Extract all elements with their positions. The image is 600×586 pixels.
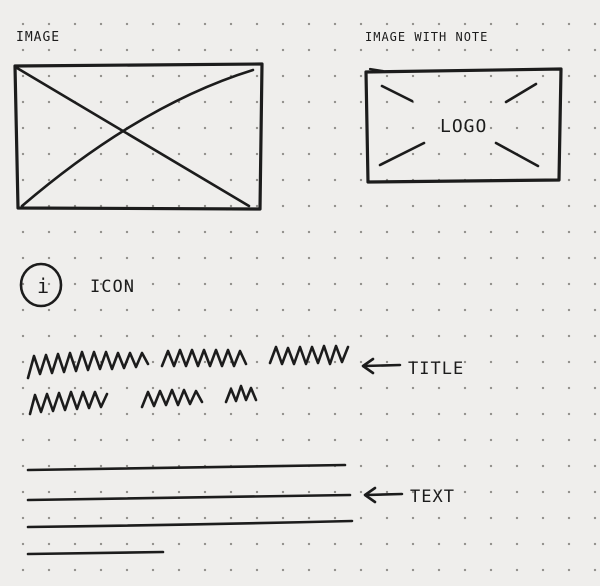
title-squiggle-line1-a	[26, 350, 150, 380]
text-line-4	[26, 550, 165, 556]
title-arrow-shaft	[362, 363, 402, 368]
title-squiggle-line2-b	[140, 388, 204, 409]
left-arrow-icon	[363, 486, 404, 504]
text-line-2	[26, 493, 352, 502]
info-circle-icon: i	[19, 262, 63, 308]
title-block	[26, 344, 350, 416]
title-arrow-head	[361, 357, 375, 375]
logo-label: LOGO	[440, 116, 487, 137]
title-squiggle-line1-c	[268, 344, 350, 366]
left-arrow-icon	[361, 357, 402, 375]
image-with-note-corner-mark	[368, 67, 385, 73]
info-circle-outline	[19, 262, 63, 308]
image-with-note-placeholder: IMAGE WITH NOTE LOGO	[364, 30, 563, 184]
text-label: TEXT	[410, 487, 455, 507]
icon-element: i ICON	[19, 262, 135, 308]
title-squiggle-line1-b	[160, 348, 248, 368]
text-block	[26, 463, 354, 556]
image-placeholder-cross-a	[15, 66, 251, 208]
text-line-1	[26, 463, 347, 472]
image-with-note-cross-tl	[380, 84, 414, 103]
title-squiggle-line2-a	[28, 390, 109, 416]
title-label: TITLE	[408, 359, 464, 379]
title-annotation: TITLE	[361, 357, 464, 379]
image-placeholder-frame	[13, 62, 264, 211]
icon-label: ICON	[90, 277, 135, 297]
image-placeholder: IMAGE	[13, 30, 264, 211]
image-with-note-cross-bl	[378, 141, 426, 167]
text-arrow-head	[363, 486, 377, 504]
title-squiggle-line2-c	[224, 384, 258, 404]
text-arrow-shaft	[364, 492, 404, 497]
image-with-note-cross-tr	[504, 82, 538, 104]
text-line-3	[26, 519, 354, 529]
image-placeholder-cross-b	[20, 68, 255, 208]
image-with-note-frame	[364, 67, 563, 184]
image-with-note-cross-br	[494, 141, 540, 168]
image-with-note-label: IMAGE WITH NOTE	[365, 30, 488, 44]
text-annotation: TEXT	[363, 486, 455, 507]
image-label: IMAGE	[16, 30, 60, 45]
info-icon-glyph: i	[37, 274, 50, 298]
